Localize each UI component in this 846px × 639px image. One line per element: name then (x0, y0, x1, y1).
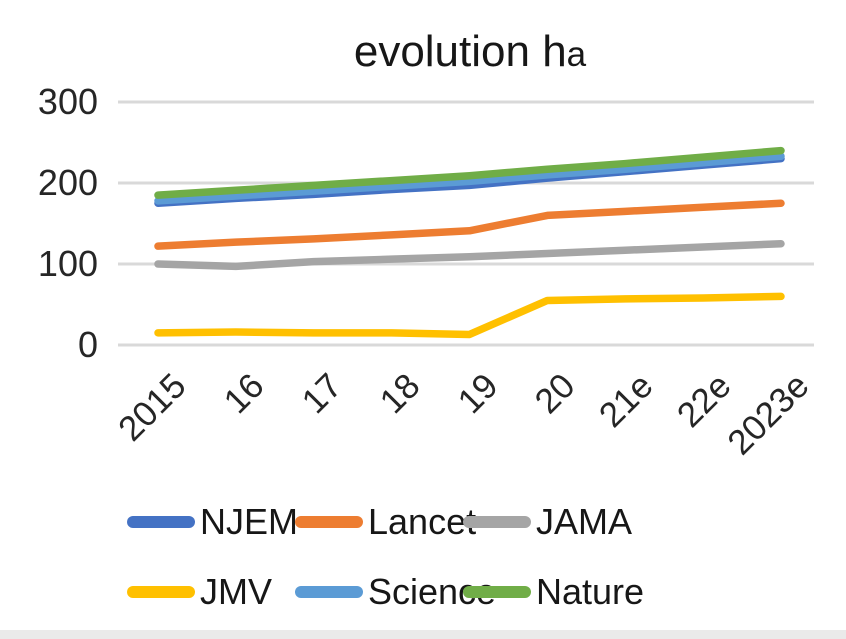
legend-swatch-lancet (295, 516, 363, 528)
legend-label-jmv: JMV (200, 571, 272, 612)
legend-swatch-jmv (127, 586, 195, 598)
y-tick-label-0: 0 (77, 324, 98, 365)
legend-label-lancet: Lancet (368, 501, 477, 542)
legend-item-jmv: JMV (127, 570, 272, 614)
legend-label-jama: JAMA (536, 501, 633, 542)
legend-item-jama: JAMA (463, 500, 632, 544)
legend-swatch-njem (127, 516, 195, 528)
legend-label-njem: NJEM (200, 501, 298, 542)
y-tick-label-200: 200 (37, 162, 98, 203)
y-tick-label-100: 100 (37, 243, 98, 284)
series-line-jmv (154, 292, 785, 339)
y-tick-label-300: 300 (37, 81, 98, 122)
legend-item-lancet: Lancet (295, 500, 476, 544)
series-line-lancet (154, 199, 785, 250)
legend-swatch-science (295, 586, 363, 598)
legend-item-nature: Nature (463, 570, 644, 614)
series-line-science (154, 152, 785, 205)
chart-title-suffix: a (566, 35, 587, 74)
chart-title-main: evolution h (353, 27, 567, 76)
chart-title: evolution ha (90, 26, 846, 81)
legend-swatch-jama (463, 516, 531, 528)
series-line-nature (154, 146, 785, 199)
bottom-strip (0, 630, 846, 639)
legend-swatch-nature (463, 586, 531, 598)
series-line-jama (154, 240, 785, 271)
legend-label-nature: Nature (536, 571, 645, 612)
legend-item-njem: NJEM (127, 500, 298, 544)
